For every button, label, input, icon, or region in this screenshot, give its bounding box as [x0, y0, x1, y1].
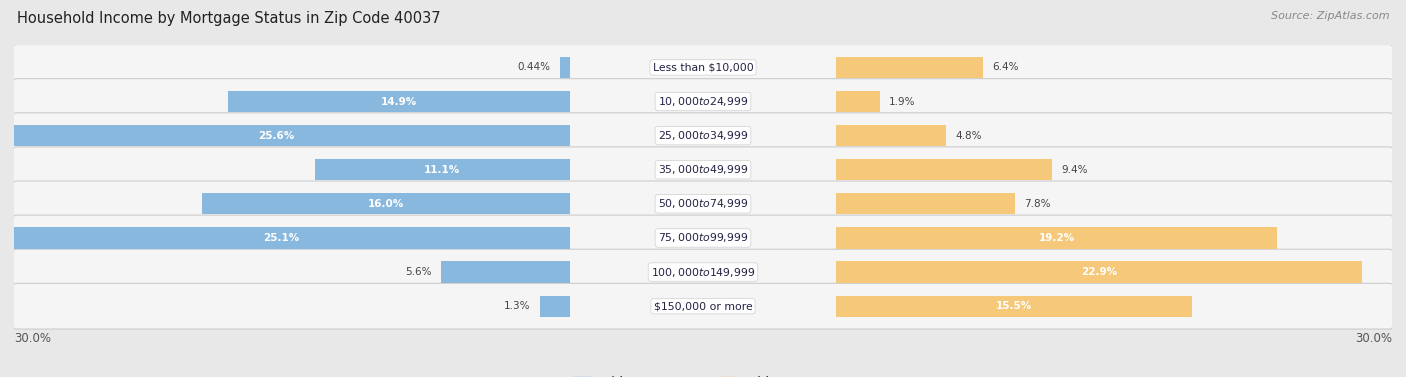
FancyBboxPatch shape [13, 79, 1393, 124]
Text: 7.8%: 7.8% [1025, 199, 1052, 209]
Bar [560, 57, 569, 78]
Bar [228, 91, 569, 112]
Text: $25,000 to $34,999: $25,000 to $34,999 [658, 129, 748, 142]
Text: 6.4%: 6.4% [993, 63, 1019, 72]
Bar [837, 262, 1362, 283]
Bar [540, 296, 569, 317]
FancyBboxPatch shape [13, 147, 1393, 193]
Bar [0, 125, 569, 146]
Text: $150,000 or more: $150,000 or more [654, 301, 752, 311]
Text: 9.4%: 9.4% [1062, 165, 1088, 175]
Text: $100,000 to $149,999: $100,000 to $149,999 [651, 265, 755, 279]
Bar [837, 159, 1052, 180]
Text: 1.9%: 1.9% [889, 97, 915, 107]
Text: 16.0%: 16.0% [368, 199, 404, 209]
Text: 14.9%: 14.9% [381, 97, 416, 107]
Bar [202, 193, 569, 215]
Bar [837, 91, 880, 112]
FancyBboxPatch shape [13, 181, 1393, 227]
Text: 22.9%: 22.9% [1081, 267, 1118, 277]
Bar [315, 159, 569, 180]
Bar [837, 193, 1015, 215]
Bar [837, 125, 946, 146]
Text: 0.44%: 0.44% [517, 63, 551, 72]
FancyBboxPatch shape [13, 113, 1393, 158]
Text: $35,000 to $49,999: $35,000 to $49,999 [658, 163, 748, 176]
Text: 30.0%: 30.0% [14, 332, 51, 345]
Text: 1.3%: 1.3% [505, 301, 531, 311]
Text: 5.6%: 5.6% [405, 267, 432, 277]
Text: $50,000 to $74,999: $50,000 to $74,999 [658, 197, 748, 210]
Legend: Without Mortgage, With Mortgage: Without Mortgage, With Mortgage [574, 376, 832, 377]
Text: 25.1%: 25.1% [263, 233, 299, 243]
FancyBboxPatch shape [13, 215, 1393, 261]
Text: 30.0%: 30.0% [1355, 332, 1392, 345]
Bar [837, 57, 983, 78]
Text: Household Income by Mortgage Status in Zip Code 40037: Household Income by Mortgage Status in Z… [17, 11, 440, 26]
Text: 11.1%: 11.1% [425, 165, 461, 175]
Text: Source: ZipAtlas.com: Source: ZipAtlas.com [1271, 11, 1389, 21]
FancyBboxPatch shape [13, 284, 1393, 329]
Text: Less than $10,000: Less than $10,000 [652, 63, 754, 72]
Text: $10,000 to $24,999: $10,000 to $24,999 [658, 95, 748, 108]
Text: 25.6%: 25.6% [257, 130, 294, 141]
Text: 19.2%: 19.2% [1039, 233, 1074, 243]
Text: $75,000 to $99,999: $75,000 to $99,999 [658, 231, 748, 244]
Text: 15.5%: 15.5% [995, 301, 1032, 311]
Bar [837, 227, 1277, 248]
FancyBboxPatch shape [13, 44, 1393, 90]
Bar [441, 262, 569, 283]
Bar [0, 227, 569, 248]
Text: 4.8%: 4.8% [956, 130, 983, 141]
FancyBboxPatch shape [13, 249, 1393, 295]
Bar [837, 296, 1192, 317]
